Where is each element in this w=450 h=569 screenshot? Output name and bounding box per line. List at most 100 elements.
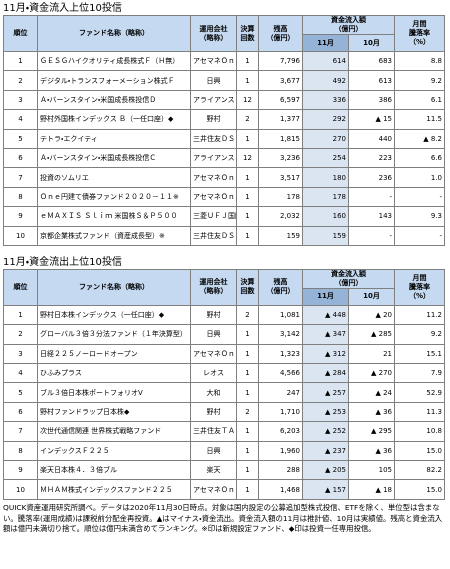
header-cell: ファンド名称（略称） [37, 268, 191, 306]
cell: 投資のソムリエ [37, 167, 191, 188]
cell: ▲ 18 [348, 479, 395, 500]
cell: 1 [236, 206, 259, 227]
cell: アセマネＯｎｅ [190, 167, 237, 188]
data-row: 2 グローバル３倍３分法ファンド（１年決算型） 日興 1 3,142 ▲ 347 ▲ 285… [3, 324, 445, 345]
note: QUICK資産運用研究所調べ。データは2020年11月30日時点。対象は国内設定… [3, 502, 443, 534]
header-cell: 月間 騰落率 （%） [394, 15, 445, 52]
cell: 1 [236, 421, 259, 442]
cell: ｅＭＡＸＩＳ Ｓｌｉｍ 米国株Ｓ＆Ｐ５００ [37, 206, 191, 227]
header-row: 順位 ファンド名称（略称） 運用会社 （略称） 決算 回数 残高 （億円） 資金流入額 （… [3, 15, 445, 52]
cell: ▲ 24 [348, 382, 395, 403]
cell: 9.2 [394, 70, 445, 91]
cell: 15.1 [394, 343, 445, 365]
cell: 6.6 [394, 147, 445, 169]
fund-table: 順位 ファンド名称（略称） 運用会社 （略称） 決算 回数 残高 （億円） 資金流入額 （… [3, 15, 445, 246]
cell: インデックスＦ２２５ [37, 440, 191, 462]
header-cell: 11月 [302, 287, 349, 306]
cell: ▲ 270 [348, 363, 395, 384]
cell: 1,468 [258, 479, 303, 500]
cell: ▲ 20 [348, 304, 395, 326]
cell: 日経２２５ノーロードオープン [37, 343, 191, 365]
cell: 613 [348, 70, 395, 91]
cell: ▲ 257 [302, 382, 349, 403]
header-cell: 月間 騰落率 （%） [394, 268, 445, 306]
cell: 10.8 [394, 421, 445, 442]
cell: ▲ 36 [348, 401, 395, 423]
table-title: 11月・資金流出上位10投信 [3, 256, 122, 268]
cell: 15.0 [394, 440, 445, 462]
cell: 2 [236, 109, 259, 130]
cell: グローバル３倍３分法ファンド（１年決算型） [37, 324, 191, 345]
cell: 9.2 [394, 324, 445, 345]
cell: 288 [258, 460, 303, 481]
cell: 7 [3, 167, 38, 188]
header-cell: 資金流入額 （億円） [302, 15, 395, 35]
cell: 178 [302, 186, 349, 208]
data-row: 6 野村ファンドラップ日本株◆ 野村 2 1,710 ▲ 253 ▲ 36 11.3 [3, 401, 445, 423]
cell: 236 [348, 167, 395, 188]
cell: ブル３倍日本株ポートフォリオⅤ [37, 382, 191, 403]
cell: 日興 [190, 70, 237, 91]
cell: 1,323 [258, 343, 303, 365]
cell: ▲ 347 [302, 324, 349, 345]
cell: 52.9 [394, 382, 445, 403]
header-cell: 順位 [3, 15, 38, 52]
cell: ▲ 295 [348, 421, 395, 442]
cell: 292 [302, 109, 349, 130]
cell: 楽天 [190, 460, 237, 481]
cell: 336 [302, 89, 349, 111]
cell: 159 [302, 225, 349, 246]
cell: 105 [348, 460, 395, 481]
cell: アライアンス [190, 89, 237, 111]
cell: 3,517 [258, 167, 303, 188]
cell: 1 [236, 460, 259, 481]
cell: 440 [348, 128, 395, 149]
cell: 1 [236, 440, 259, 462]
cell: 254 [302, 147, 349, 169]
cell: 143 [348, 206, 395, 227]
cell: 178 [258, 186, 303, 208]
cell: 10 [3, 479, 38, 500]
cell: 5 [3, 382, 38, 403]
header-cell: 決算 回数 [236, 268, 259, 306]
data-row: 6 Ａ・バーンスタイン・米国成長株投信Ｃ アライアンス 12 3,236 254 223 6.… [3, 147, 445, 169]
cell: 1 [236, 186, 259, 208]
cell: 三井住友ＤＳ [190, 128, 237, 149]
cell: ▲ 157 [302, 479, 349, 500]
cell: 386 [348, 89, 395, 111]
cell: 247 [258, 382, 303, 403]
cell: 野村 [190, 109, 237, 130]
cell: ▲ 8.2 [394, 128, 445, 149]
cell: 1 [236, 363, 259, 384]
cell: 2 [236, 401, 259, 423]
header-cell: 10月 [348, 287, 395, 306]
cell: 三菱ＵＦＪ国際 [190, 206, 237, 227]
cell: 1,815 [258, 128, 303, 149]
cell: ▲ 15 [348, 109, 395, 130]
cell: - [348, 225, 395, 246]
data-row: 1ＧＥＳＧハイクオリティ成長株式Ｆ（Ｈ無）アセマネＯｎｅ17,796614683… [3, 50, 445, 72]
cell: 1.0 [394, 167, 445, 188]
cell: 1 [3, 304, 38, 326]
cell: 492 [302, 70, 349, 91]
header-cell: 運用会社 （略称） [190, 15, 237, 52]
fund-table: 順位 ファンド名称（略称） 運用会社 （略称） 決算 回数 残高 （億円） 資金流入額 （… [3, 268, 445, 500]
data-row: 8 インデックスＦ２２５ 日興 1 1,960 ▲ 237 ▲ 36 15.0 [3, 440, 445, 462]
cell: アセマネＯｎｅ [190, 50, 237, 72]
cell: 6,597 [258, 89, 303, 111]
cell: Ａ・バーンスタイン・米国成長株投信Ｃ [37, 147, 191, 169]
cell: 3 [3, 89, 38, 111]
cell: 野村外国株インデックス Ｂ（一任口座）◆ [37, 109, 191, 130]
cell: 1 [236, 324, 259, 345]
cell: 15.0 [394, 479, 445, 500]
cell: アセマネＯｎｅ [190, 343, 237, 365]
cell: 9 [3, 460, 38, 481]
cell: 9 [3, 206, 38, 227]
cell: 4 [3, 363, 38, 384]
cell: 2 [3, 324, 38, 345]
content: 11月・資金流入上位10投信 順位 ファンド名称（略称） 運用会社 （略称） 決算 回数… [0, 2, 450, 500]
